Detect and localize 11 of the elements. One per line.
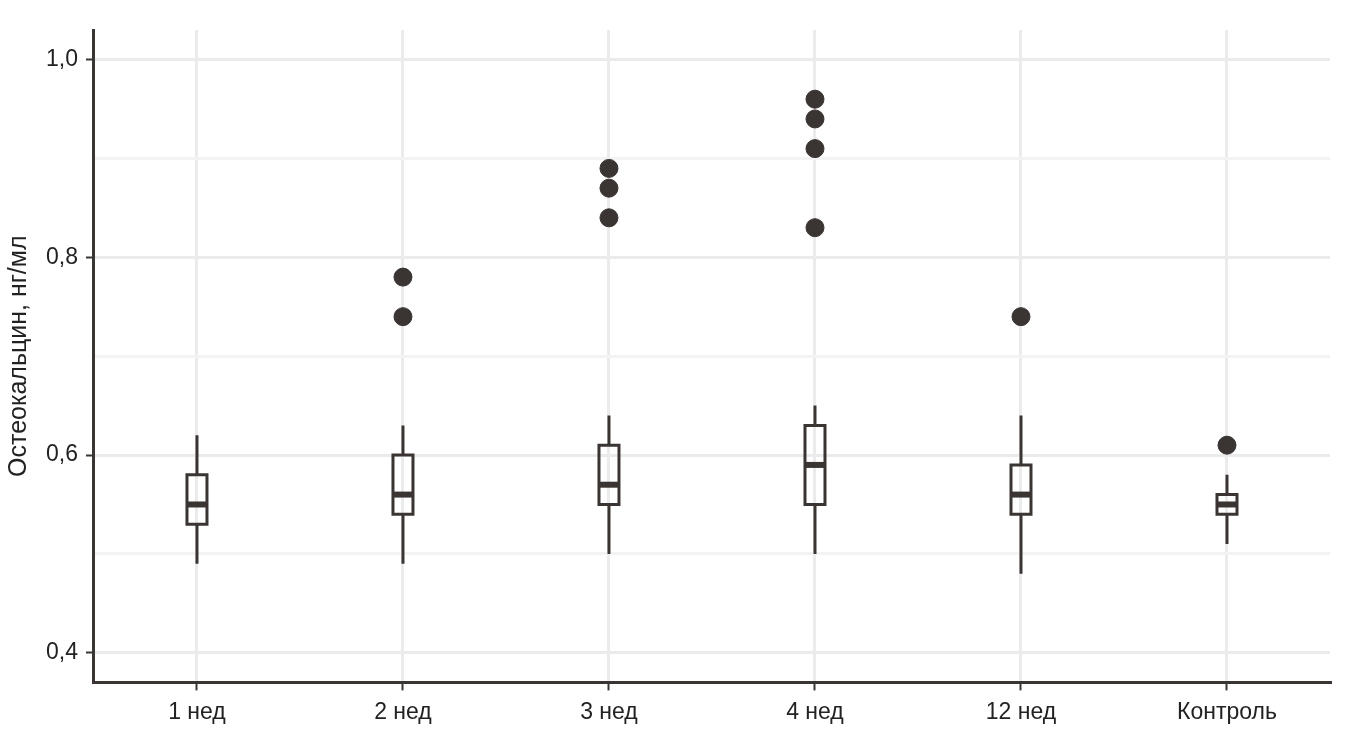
y-tick-label: 0,8: [45, 242, 78, 269]
x-tick-label: 12 нед: [985, 697, 1057, 724]
y-tick-label: 0,4: [45, 638, 79, 665]
y-tick-label: 0,6: [45, 440, 78, 467]
x-tick-label: 2 нед: [374, 697, 433, 724]
x-tick-label: Контроль: [1177, 697, 1277, 724]
x-tick-label: 4 нед: [786, 697, 845, 724]
x-tick-label: 3 нед: [580, 697, 639, 724]
y-axis-title: Остеокальцин, нг/мл: [2, 235, 31, 477]
y-tick-label: 1,0: [45, 45, 78, 71]
x-tick-label: 1 нед: [168, 697, 227, 724]
